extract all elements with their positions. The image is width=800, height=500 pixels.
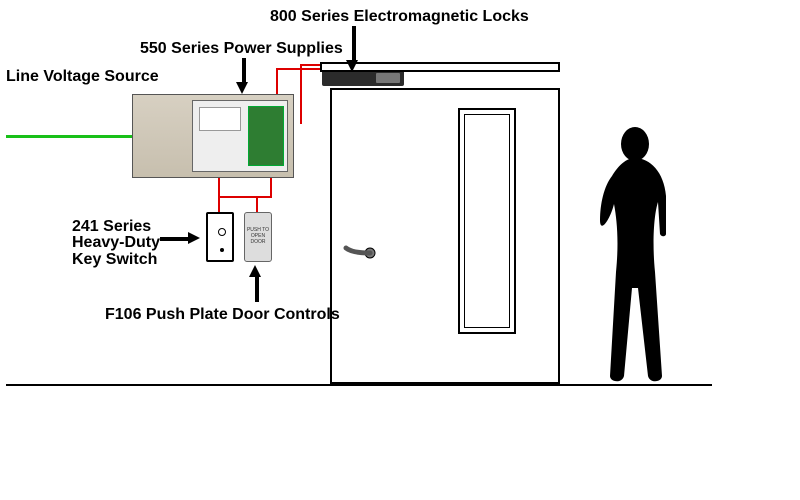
arrow-shaft-elock: [352, 26, 356, 62]
arrow-shaft-psu: [242, 58, 246, 84]
door-handle-icon: [340, 238, 380, 268]
arrow-head-pushplate: [249, 265, 261, 277]
label-key-switch-line3: Key Switch: [72, 251, 157, 269]
arrow-head-elock: [346, 60, 358, 72]
person-silhouette-icon: [580, 124, 690, 384]
label-power-supply: 550 Series Power Supplies: [140, 40, 343, 58]
wire-psu-top-to-elock-v: [276, 68, 278, 96]
arrow-shaft-keyswitch: [160, 237, 190, 241]
door-leaf: [330, 88, 560, 384]
diagram-stage: { "canvas": { "w": 800, "h": 500, "bg": …: [0, 0, 800, 500]
power-supply-pcb: [248, 106, 284, 166]
arrow-shaft-pushplate: [255, 274, 259, 302]
label-electromagnetic-lock: 800 Series Electromagnetic Locks: [270, 8, 529, 26]
push-plate-face-text: PUSH TO OPEN DOOR: [247, 227, 269, 245]
label-push-plate: F106 Push Plate Door Controls: [105, 306, 340, 324]
key-switch-plate: [206, 212, 234, 262]
arrow-head-psu: [236, 82, 248, 94]
wire-psu-exit-v: [270, 178, 272, 198]
label-line-voltage: Line Voltage Source: [6, 68, 159, 86]
wire-psu-right-up: [300, 64, 302, 124]
arrow-head-keyswitch: [188, 232, 200, 244]
label-key-switch-line2: Heavy-Duty: [72, 234, 160, 252]
push-plate: PUSH TO OPEN DOOR: [244, 212, 272, 262]
door-glass-panel: [458, 108, 516, 334]
wire-psu-top-to-elock-h: [276, 68, 322, 70]
wire-psu-exit-h: [218, 196, 272, 198]
electromagnetic-lock: [322, 70, 404, 86]
